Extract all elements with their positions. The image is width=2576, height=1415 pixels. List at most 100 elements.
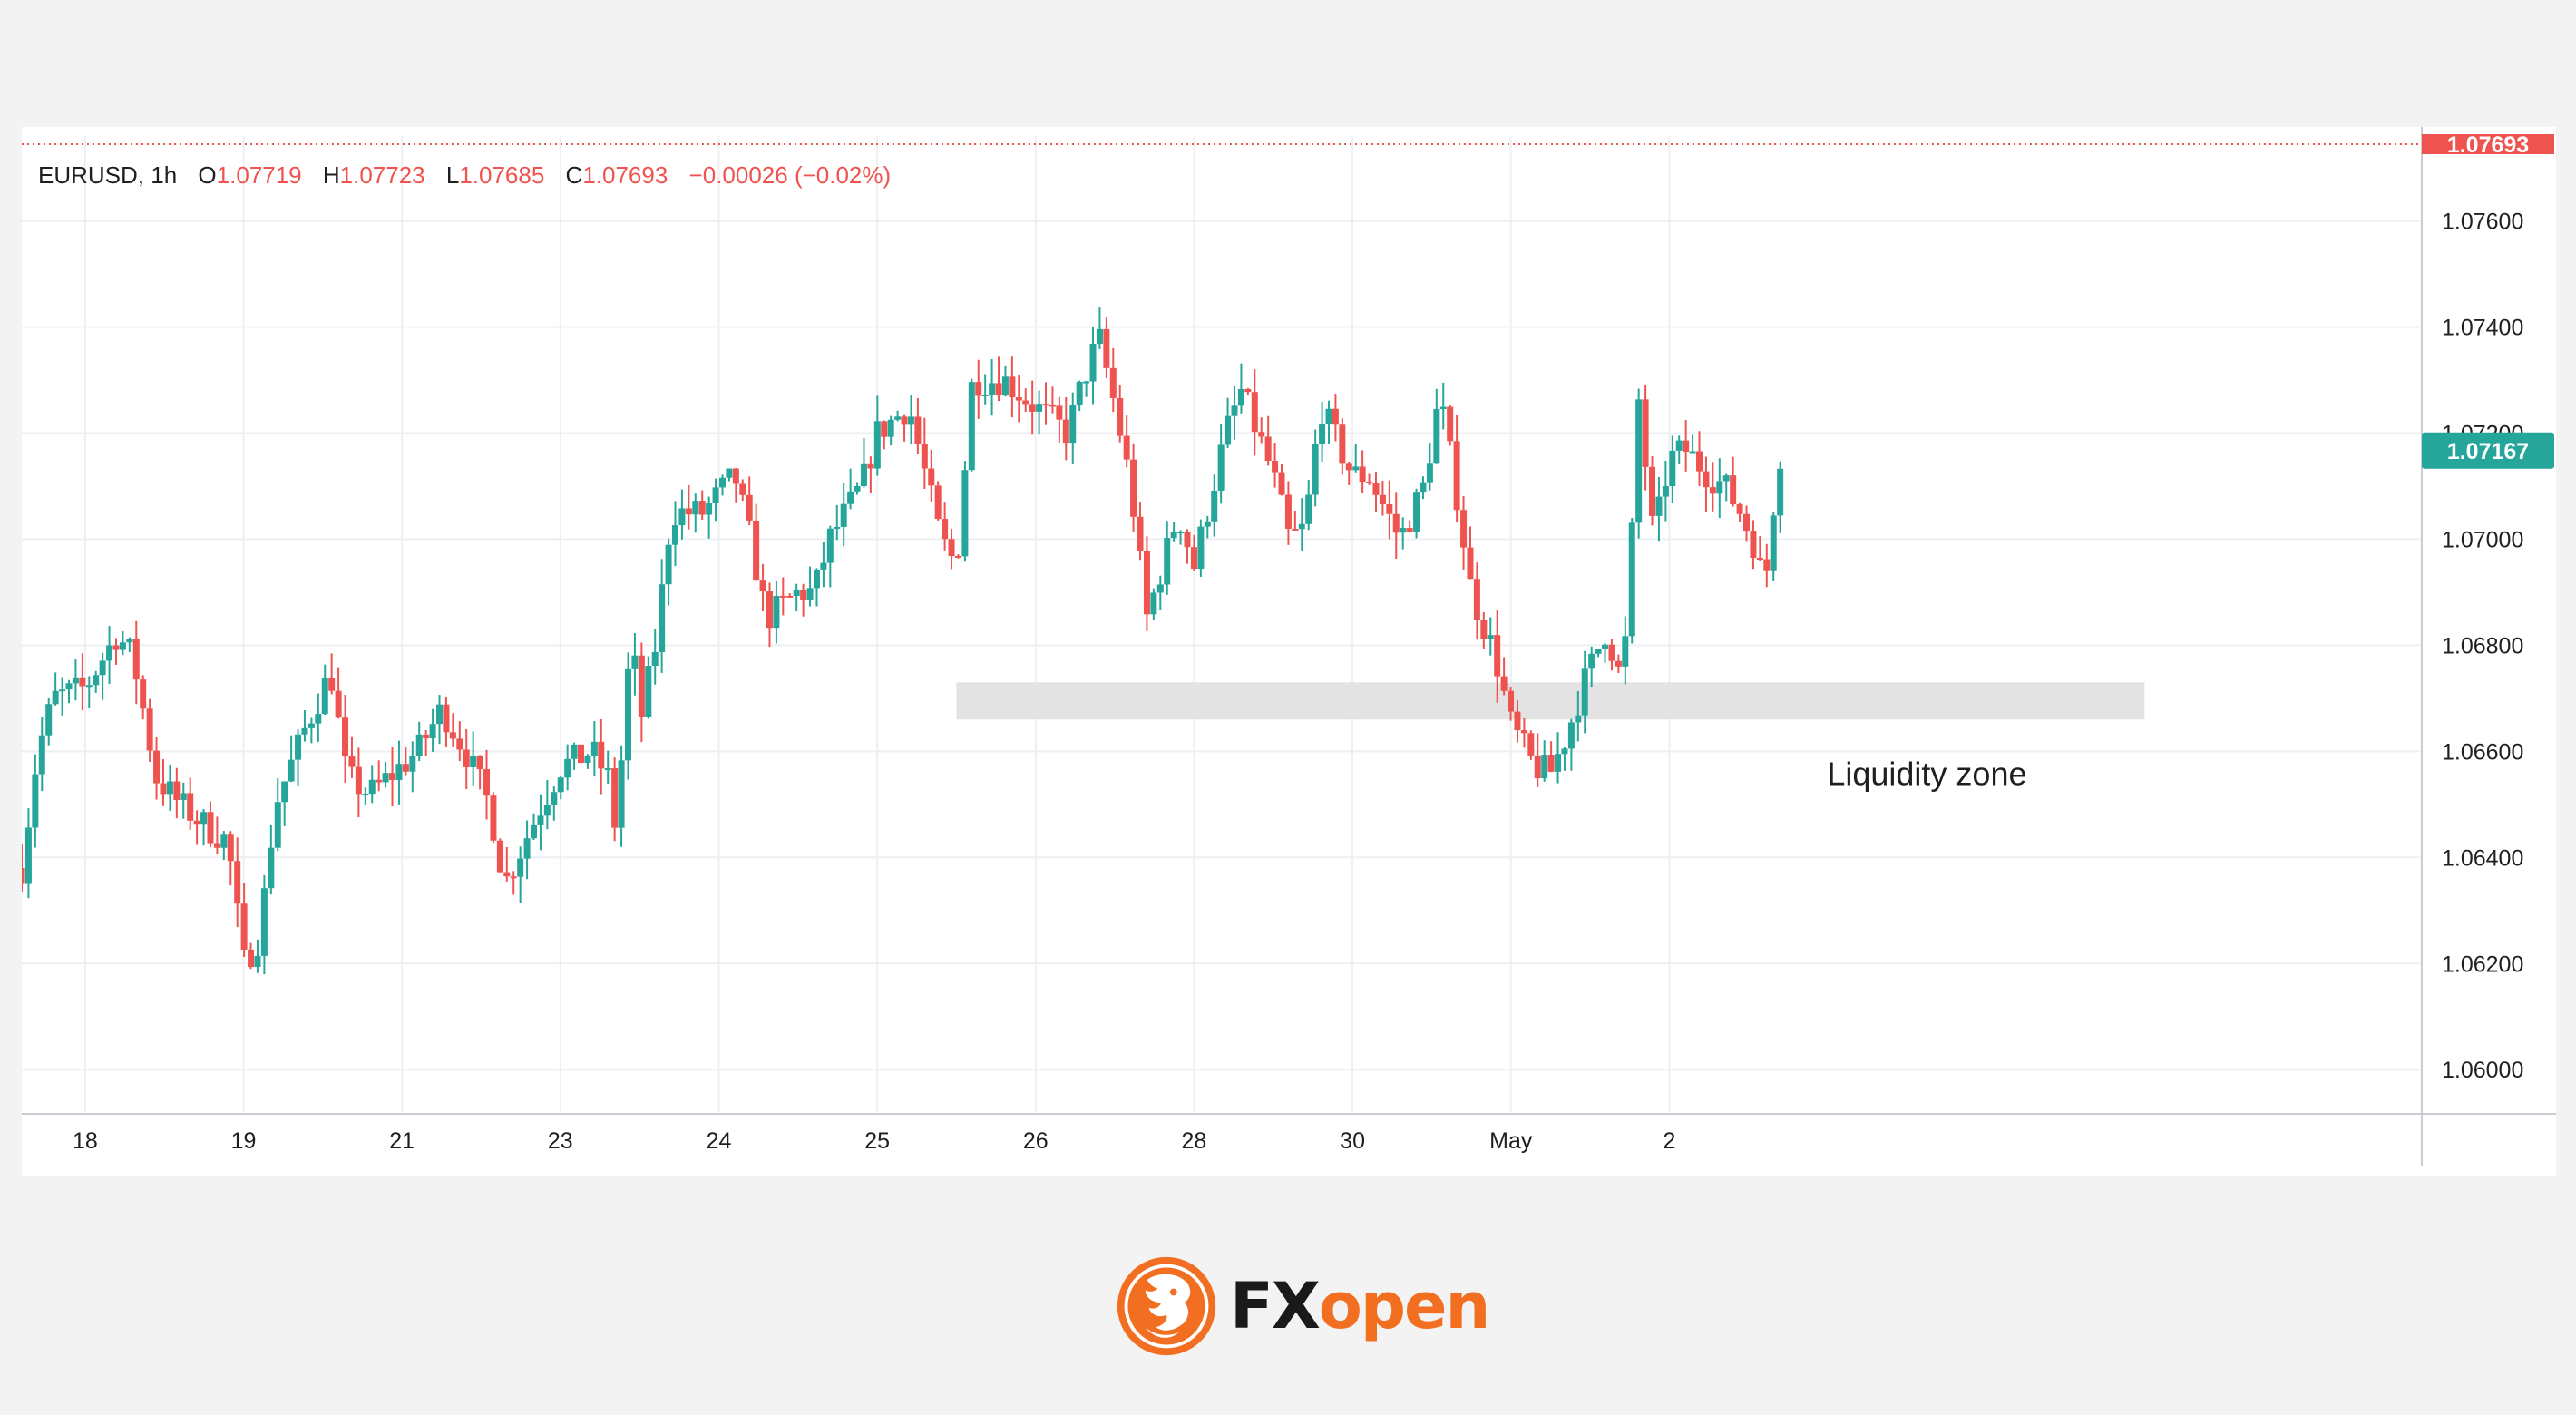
candle-bearish [1709, 462, 1716, 512]
candle-bearish [335, 667, 342, 719]
eurusd-candlestick-chart[interactable]: 1.06000 1.06200 1.06400 1.06600 1.06800 1.070… [22, 127, 2556, 1176]
candle-bearish [759, 563, 766, 612]
candle-body [268, 847, 275, 889]
candle-bearish [342, 694, 349, 784]
candle-body [1022, 400, 1029, 405]
candle-body [631, 655, 639, 669]
candle-body [1150, 592, 1157, 615]
candle-bearish [1703, 456, 1710, 512]
candle-bearish [948, 528, 955, 570]
candle-body [1575, 715, 1582, 723]
candle-bullish [52, 672, 59, 706]
candle-bearish [248, 942, 255, 970]
candle-bullish [38, 717, 45, 792]
candle-bearish [1460, 495, 1468, 571]
candle-bullish [1298, 498, 1305, 551]
candle-bullish [1575, 690, 1582, 742]
candle-body [415, 734, 423, 756]
candle-bullish [315, 693, 322, 743]
candle-bullish [362, 787, 369, 805]
candle-body [820, 562, 827, 570]
candle-bullish [590, 721, 598, 777]
candle-body [564, 758, 571, 778]
candle-bullish [907, 395, 914, 444]
candle-body [1675, 440, 1683, 451]
candle-body [1372, 483, 1380, 495]
candle-bearish [423, 729, 430, 756]
candle-body [1520, 730, 1527, 734]
candle-bearish [1615, 654, 1622, 673]
candle-bearish [1022, 388, 1029, 413]
candle-body [779, 595, 786, 598]
candle-bearish [1015, 374, 1022, 423]
candle-bullish [1312, 429, 1319, 507]
candle-bullish [618, 745, 625, 847]
candle-bearish [1062, 396, 1069, 461]
chart-panel[interactable]: 1.06000 1.06200 1.06400 1.06600 1.06800 1.070… [22, 127, 2556, 1176]
candle-bearish [995, 356, 1002, 402]
candle-body [1696, 451, 1703, 472]
candle-bearish [146, 698, 153, 762]
candle-bullish [119, 630, 126, 656]
candle-bearish [389, 747, 396, 807]
candle-bearish [1642, 385, 1649, 491]
candle-body [1703, 471, 1710, 488]
candle-bullish [1420, 476, 1427, 500]
candle-bearish [1696, 431, 1703, 487]
legend-close-label: C [566, 161, 583, 189]
candle-body [1433, 409, 1440, 464]
candle-bullish [1675, 435, 1683, 464]
x-tick-label: 19 [231, 1128, 257, 1154]
candle-bullish [665, 538, 672, 606]
candle-body [766, 591, 773, 629]
candle-body [1480, 620, 1488, 639]
candle-bullish [368, 765, 376, 804]
candle-body [1763, 559, 1771, 571]
candle-bearish [227, 831, 234, 886]
candle-body [1083, 381, 1090, 384]
candle-bearish [1763, 543, 1771, 588]
candle-bearish [187, 777, 194, 831]
candle-body [584, 756, 591, 764]
candle-body [706, 503, 713, 515]
candle-body [881, 421, 888, 437]
candle-bullish [847, 468, 854, 510]
candle-bullish [873, 395, 881, 476]
candle-bullish [24, 808, 32, 899]
candle-body [490, 795, 497, 841]
candle-body [187, 793, 194, 821]
x-tick-label: May [1489, 1128, 1533, 1154]
candle-body [248, 949, 255, 967]
candle-bullish [180, 782, 187, 819]
candle-body [1709, 487, 1716, 494]
candle-bearish [79, 653, 86, 711]
candle-bullish [1217, 424, 1225, 504]
candle-body [1756, 558, 1763, 561]
candle-body [1292, 528, 1299, 531]
candle-bullish [166, 764, 173, 811]
candle-body [1722, 475, 1730, 482]
candle-body [726, 468, 733, 478]
candle-body [873, 421, 881, 469]
candle-body [537, 815, 544, 825]
candle-bearish [1109, 347, 1117, 413]
candle-bullish [1655, 476, 1663, 542]
candle-bearish [193, 810, 200, 845]
candle-body [24, 827, 32, 884]
candle-body [806, 588, 814, 600]
price-axis[interactable]: 1.06000 1.06200 1.06400 1.06600 1.06800 1.070… [2442, 210, 2523, 1084]
candle-body [975, 382, 982, 396]
candle-body [321, 678, 328, 715]
candle-body [1089, 344, 1097, 382]
candle-body [180, 793, 187, 800]
candle-bearish [1649, 455, 1656, 526]
candle-body [443, 704, 450, 733]
candle-body [22, 868, 25, 884]
candle-body [389, 773, 396, 781]
candle-body [659, 584, 666, 652]
candle-bearish [1264, 415, 1272, 466]
time-axis[interactable]: 18 19 21 23 24 25 26 28 30 May 2 [73, 1128, 1675, 1154]
candle-body [32, 774, 39, 828]
candle-body [200, 812, 208, 825]
candle-bullish [1164, 521, 1171, 595]
